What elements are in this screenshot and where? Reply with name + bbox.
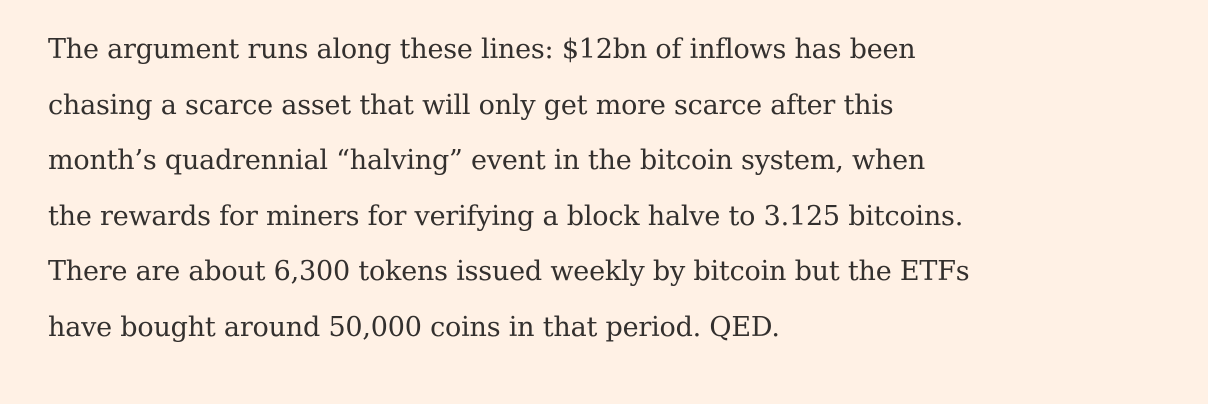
paragraph-line: The argument runs along these lines: $12…	[48, 34, 916, 65]
paragraph-line: month’s quadrennial “halving” event in t…	[48, 145, 926, 176]
paragraph-line: have bought around 50,000 coins in that …	[48, 311, 780, 343]
paragraph-line: There are about 6,300 tokens issued week…	[48, 256, 970, 287]
article-paragraph: The argument runs along these lines: $12…	[48, 22, 970, 355]
paragraph-line: the rewards for miners for verifying a b…	[48, 200, 964, 232]
paragraph-line: chasing a scarce asset that will only ge…	[48, 89, 894, 121]
